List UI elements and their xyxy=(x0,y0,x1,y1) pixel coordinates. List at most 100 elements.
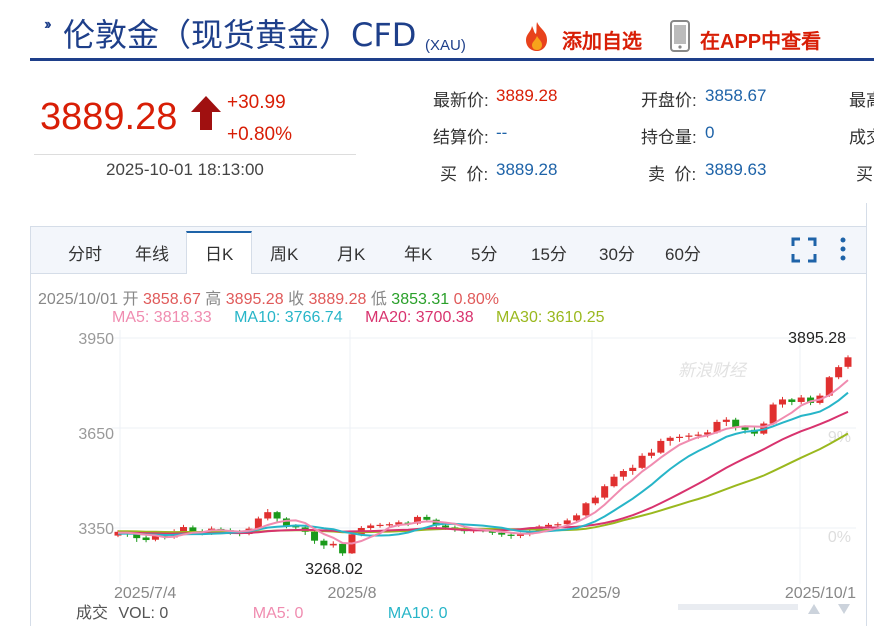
fullscreen-icon[interactable] xyxy=(791,237,817,263)
candle-body xyxy=(264,512,272,519)
ma10-line xyxy=(117,391,849,537)
mobile-phone-icon[interactable] xyxy=(669,20,691,52)
candle-body xyxy=(273,512,281,519)
candle-body xyxy=(385,524,393,526)
field-value-settle: -- xyxy=(496,123,508,142)
volume-readout: 成交 VOL: 0 MA5: 0 MA10: 0 xyxy=(76,599,447,623)
candle-body xyxy=(685,435,693,437)
field-label: 卖 价: xyxy=(648,165,697,184)
candle-body xyxy=(180,527,188,532)
side-panel-edge xyxy=(866,203,874,626)
candle-body xyxy=(713,421,721,433)
ma5-line xyxy=(118,379,849,545)
field-label: 开盘价: xyxy=(641,91,697,110)
ohlc-close: 3889.28 xyxy=(308,291,367,308)
x-tick-label: 2025/8 xyxy=(328,585,377,602)
ohlc-low: 3853.31 xyxy=(391,291,450,308)
candle-body xyxy=(395,522,403,525)
ma5-value: MA5: 3818.33 xyxy=(112,309,212,326)
candle-body xyxy=(554,524,562,526)
field-value-bid: 3889.28 xyxy=(496,160,558,179)
up-arrow-icon xyxy=(191,96,221,130)
ohlc-high: 3895.28 xyxy=(225,291,284,308)
candle-body xyxy=(498,532,506,535)
ma-readout: MA5: 3818.33 MA10: 3766.74 MA20: 3700.38… xyxy=(112,309,605,327)
ma20-value: MA20: 3700.38 xyxy=(365,309,474,326)
tab-weekly-k[interactable]: 周K xyxy=(270,245,299,264)
volume-ma10: MA10: 0 xyxy=(387,605,448,622)
field-label: 最高 xyxy=(849,91,874,110)
candle-body xyxy=(704,432,712,435)
candle-body xyxy=(516,534,524,536)
active-tab-indicator xyxy=(186,231,252,274)
candle-body xyxy=(367,525,375,528)
percent-tick-label: 0% xyxy=(828,529,851,546)
candle-body xyxy=(676,436,684,438)
zoom-out-icon xyxy=(838,604,850,614)
candle-body xyxy=(797,397,805,402)
min-price-annotation: 3268.02 xyxy=(305,561,363,578)
price-change-percent: +0.80% xyxy=(227,124,292,145)
candle-body xyxy=(807,397,815,403)
candle-body xyxy=(629,467,637,471)
tab-daily-k[interactable]: 日K xyxy=(205,245,234,264)
tab-monthly-k[interactable]: 月K xyxy=(337,245,366,264)
candle-body xyxy=(432,519,440,526)
candle-body xyxy=(545,524,553,527)
candle-body xyxy=(339,543,347,554)
tab-yearline[interactable]: 年线 xyxy=(135,245,169,264)
x-tick-label: 2025/9 xyxy=(572,585,621,602)
candle-body xyxy=(778,399,786,405)
candle-body xyxy=(666,437,674,441)
add-favorite-button[interactable]: 添加自选 xyxy=(562,31,642,53)
tab-5min[interactable]: 5分 xyxy=(471,245,498,264)
watermark-logo: 新浪财经 xyxy=(678,361,748,381)
ma20-line xyxy=(118,410,849,535)
field-value-open: 3858.67 xyxy=(705,86,767,105)
x-tick-label: 2025/10/1 xyxy=(785,585,856,602)
candle-body xyxy=(647,452,655,456)
candle-body xyxy=(133,533,141,539)
ma30-line xyxy=(118,432,849,534)
tab-30min[interactable]: 30分 xyxy=(599,245,635,264)
candle-body xyxy=(741,427,749,430)
ohlc-high-label: 高 xyxy=(205,291,222,308)
candle-body xyxy=(610,476,618,487)
ohlc-pct: 0.80% xyxy=(453,291,499,308)
range-scrollbar xyxy=(678,604,798,610)
candle-body xyxy=(694,434,702,436)
double-chevron-icon: ›› xyxy=(44,16,51,33)
tab-60min[interactable]: 60分 xyxy=(665,245,701,264)
candle-body xyxy=(769,404,777,424)
price-change: +30.99 xyxy=(227,92,286,113)
ma30-value: MA30: 3610.25 xyxy=(496,309,605,326)
more-vertical-icon[interactable] xyxy=(836,236,850,264)
tab-yearly-k[interactable]: 年K xyxy=(404,245,433,264)
ohlc-close-label: 收 xyxy=(288,291,305,308)
candle-body xyxy=(151,535,159,540)
view-in-app-link[interactable]: 在APP中查看 xyxy=(700,31,822,53)
current-price: 3889.28 xyxy=(40,96,178,138)
y-tick-label: 3650 xyxy=(78,426,114,443)
field-label: 最新价: xyxy=(433,91,489,110)
y-tick-label: 3950 xyxy=(78,331,114,348)
zoom-in-icon xyxy=(808,604,820,614)
ohlc-low-label: 低 xyxy=(370,291,387,308)
candle-body xyxy=(582,503,590,516)
candle-body xyxy=(657,440,665,453)
candle-body xyxy=(526,531,534,535)
candle-body xyxy=(423,516,431,520)
tab-15min[interactable]: 15分 xyxy=(531,245,567,264)
candle-body xyxy=(142,537,150,541)
candle-body xyxy=(619,471,627,477)
candle-body xyxy=(320,540,328,546)
candle-body xyxy=(329,543,337,546)
ohlc-open-label: 开 xyxy=(122,291,139,308)
field-value-ask: 3889.63 xyxy=(705,160,767,179)
flame-icon[interactable] xyxy=(520,20,554,52)
page-title: 伦敦金（现货黄金）CFD xyxy=(63,16,417,54)
candle-body xyxy=(254,518,262,529)
tab-intraday[interactable]: 分时 xyxy=(68,245,102,264)
ma10-value: MA10: 3766.74 xyxy=(234,309,343,326)
